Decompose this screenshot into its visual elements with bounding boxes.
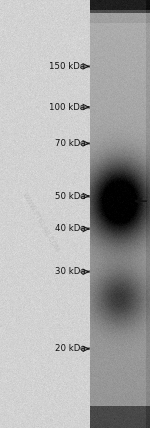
- Text: 30 kDa: 30 kDa: [55, 267, 86, 276]
- Text: 70 kDa: 70 kDa: [55, 139, 86, 148]
- Text: WWW.PTGLAB.COM: WWW.PTGLAB.COM: [21, 192, 60, 253]
- Text: 40 kDa: 40 kDa: [55, 224, 86, 234]
- Text: 20 kDa: 20 kDa: [55, 344, 86, 354]
- Text: 150 kDa: 150 kDa: [49, 62, 86, 71]
- Text: 50 kDa: 50 kDa: [55, 191, 86, 201]
- Text: 100 kDa: 100 kDa: [49, 102, 86, 112]
